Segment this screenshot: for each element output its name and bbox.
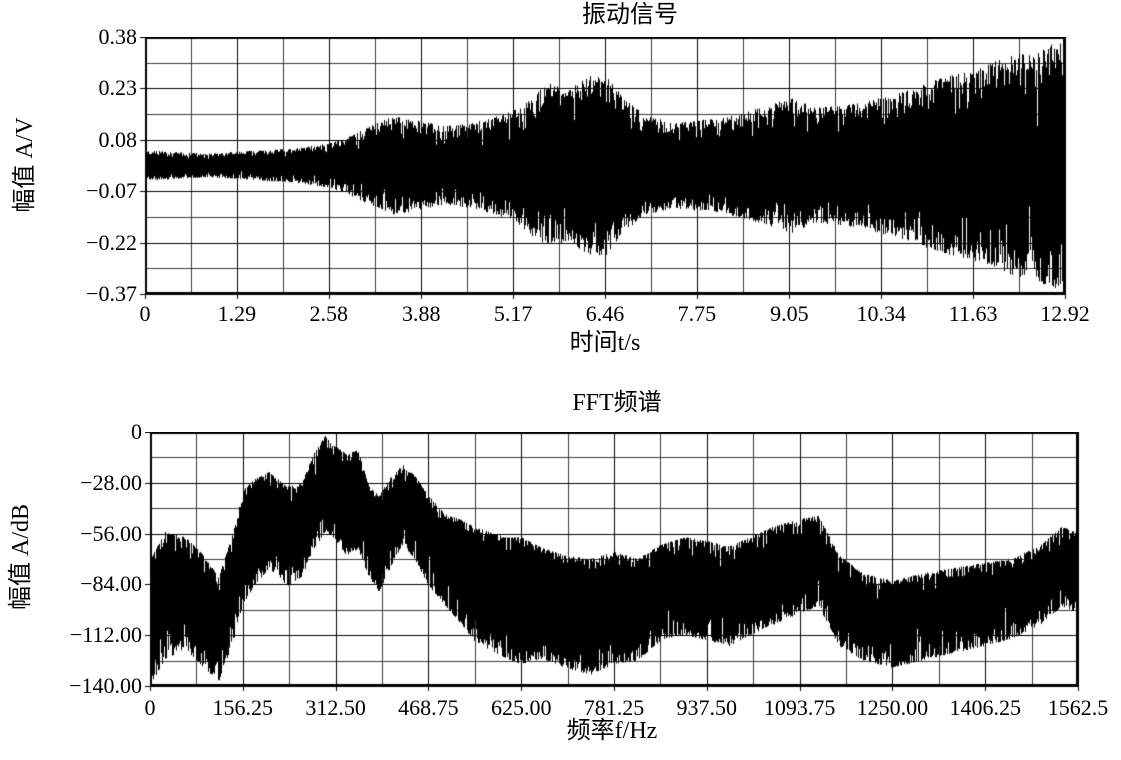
x-tick-label: 468.75 <box>398 695 459 720</box>
x-tick-label: 11.63 <box>948 301 998 326</box>
x-tick-label: 625.00 <box>490 695 552 720</box>
x-tick-label: 5.17 <box>493 301 533 326</box>
x-tick-label: 312.50 <box>305 695 366 720</box>
x-tick-label: 3.88 <box>402 301 441 326</box>
y-tick-label: −112.00 <box>69 622 142 648</box>
x-tick-label: 1.29 <box>217 301 257 326</box>
vibration-y-axis-label: 幅值 A/V <box>11 117 38 213</box>
y-tick-label: 0 <box>131 418 142 444</box>
x-tick-label: 7.75 <box>677 301 717 326</box>
vibration-chart-title: 振动信号 <box>582 2 678 28</box>
vibration-plot-canvas <box>139 37 1067 301</box>
x-tick-label: 10.34 <box>856 301 907 326</box>
fft-plot-canvas <box>144 432 1080 693</box>
x-tick-label: 12.92 <box>1040 301 1090 326</box>
fft-x-axis-label: 频率f/Hz <box>566 718 658 744</box>
fft-y-axis-label: 幅值 A/dB <box>7 503 34 611</box>
x-tick-label: 1406.25 <box>949 695 1021 720</box>
x-tick-label: 156.25 <box>212 695 274 720</box>
x-tick-label: 937.50 <box>676 695 738 720</box>
x-tick-label: 1093.75 <box>763 695 836 720</box>
y-tick-label: −28.00 <box>80 469 142 495</box>
y-tick-label: −0.22 <box>86 229 137 255</box>
y-tick-label: −0.07 <box>86 178 137 204</box>
vibration-x-axis-label: 时间t/s <box>569 330 641 356</box>
x-tick-label: 781.25 <box>583 695 645 720</box>
y-tick-label: −140.00 <box>69 672 142 698</box>
x-tick-label: 0 <box>139 301 151 326</box>
y-tick-label: −0.37 <box>86 280 137 306</box>
x-tick-label: 1562.5 <box>1047 695 1109 720</box>
x-tick-label: 9.05 <box>770 301 809 326</box>
x-tick-label: 2.58 <box>309 301 348 326</box>
y-tick-label: 0.38 <box>98 23 138 49</box>
y-tick-label: −84.00 <box>80 571 142 597</box>
y-tick-label: 0.08 <box>98 126 138 152</box>
x-tick-label: 1250.00 <box>856 695 929 720</box>
y-tick-label: −56.00 <box>80 520 142 546</box>
x-tick-label: 6.46 <box>585 301 625 326</box>
fft-chart-title: FFT频谱 <box>572 390 662 416</box>
x-tick-label: 0 <box>144 695 156 720</box>
y-tick-label: 0.23 <box>98 75 138 101</box>
